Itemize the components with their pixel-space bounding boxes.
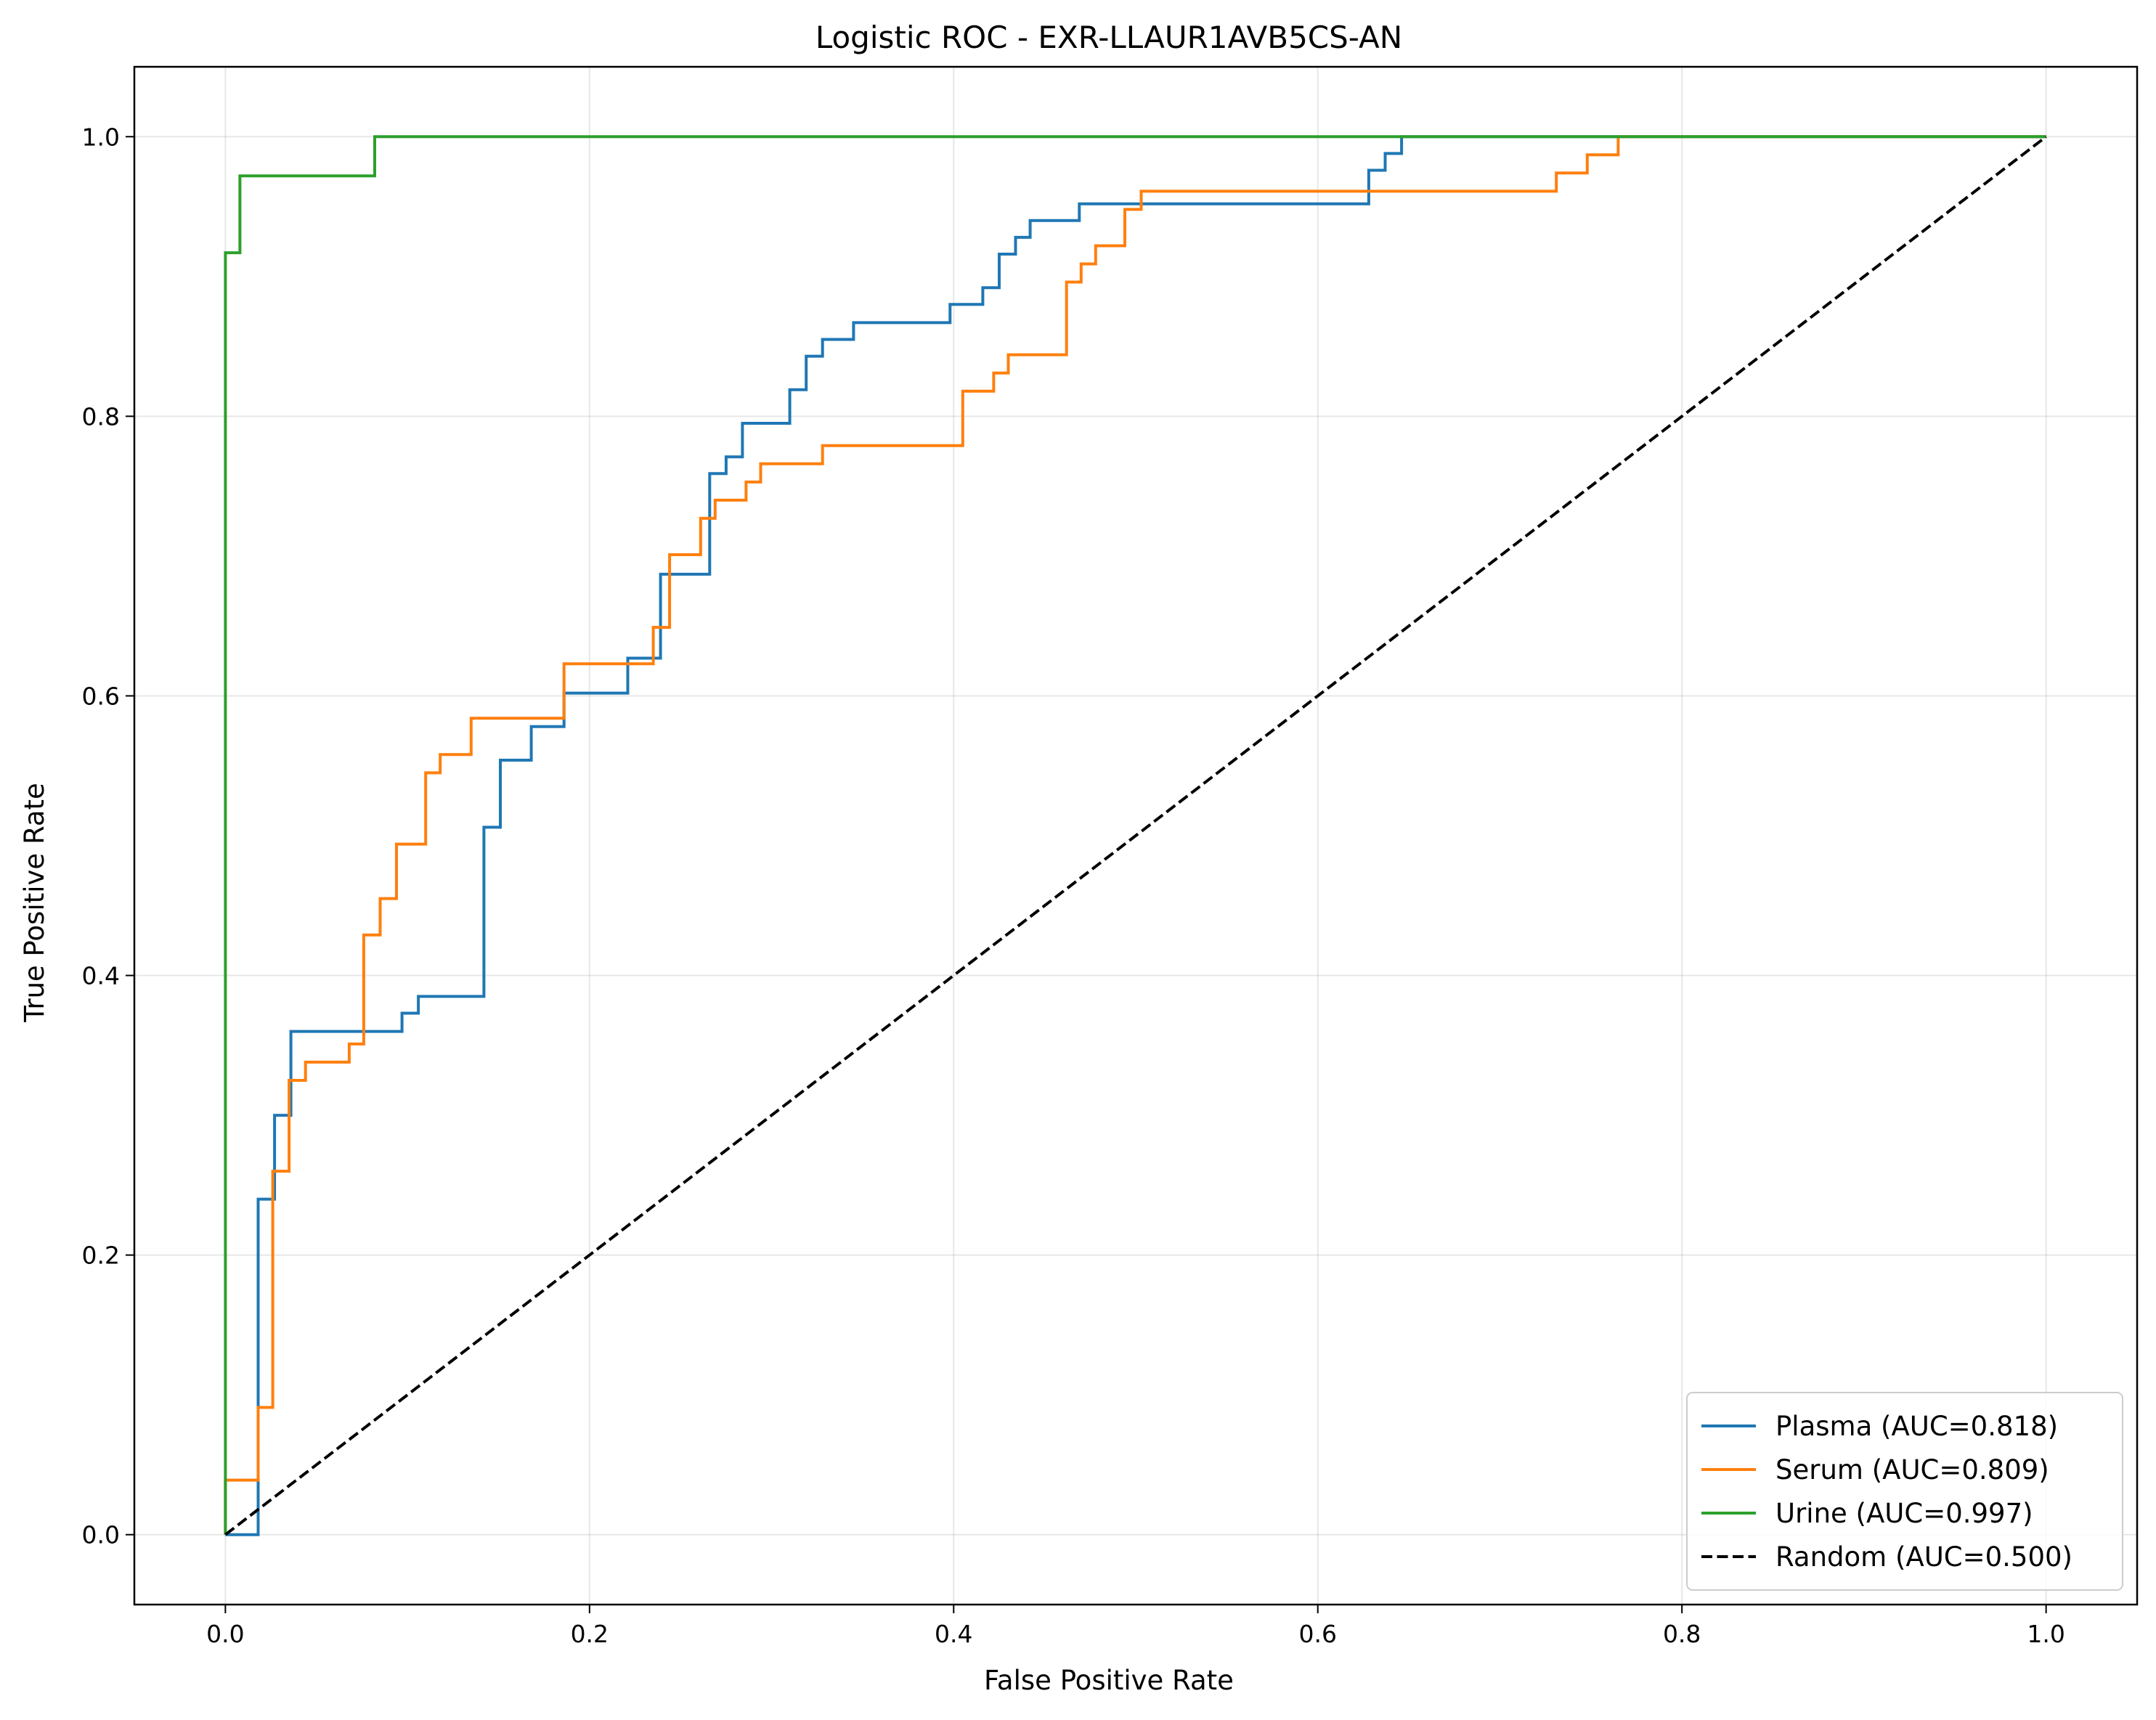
x-tick-label: 0.6: [1298, 1620, 1336, 1648]
y-tick-label: 0.4: [82, 962, 120, 990]
grid: [134, 67, 2137, 1605]
x-tick-label: 0.4: [935, 1620, 972, 1648]
legend: Plasma (AUC=0.818) Serum (AUC=0.809) Urine…: [1686, 1392, 2123, 1591]
ticks: 0.0 0.2 0.4 0.6 0.8 1.0 0.0 0.2 0.4 0.6 0.8 1.0: [82, 123, 2065, 1648]
legend-label: Serum (AUC=0.809): [1775, 1454, 2049, 1485]
legend-label: Random (AUC=0.500): [1775, 1541, 2072, 1573]
series-line-plasma: [225, 135, 2046, 1536]
legend-box: [1686, 1392, 2123, 1591]
plot-frame: [133, 65, 2139, 1606]
series-line-random: [224, 135, 2047, 1536]
x-tick-label: 1.0: [2027, 1620, 2065, 1648]
y-tick-label: 1.0: [82, 123, 120, 151]
y-tick-label: 0.8: [82, 402, 120, 431]
chart-title: Logistic ROC - EXR-LLAUR1AVB5CS-AN: [815, 20, 1402, 55]
legend-label: Urine (AUC=0.997): [1775, 1498, 2033, 1529]
series-line-urine: [224, 135, 2046, 1535]
legend-label: Plasma (AUC=0.818): [1775, 1411, 2058, 1442]
x-tick-label: 0.0: [206, 1620, 244, 1648]
series-line-serum: [224, 135, 2046, 1535]
y-tick-label: 0.2: [82, 1242, 120, 1270]
y-axis-label: True Positive Rate: [19, 783, 50, 1023]
x-axis-label: False Positive Rate: [984, 1665, 1234, 1696]
x-tick-label: 0.2: [571, 1620, 609, 1648]
y-tick-label: 0.6: [82, 682, 120, 710]
y-tick-label: 0.0: [82, 1521, 120, 1549]
series-layer: [224, 135, 2047, 1536]
x-tick-label: 0.8: [1663, 1620, 1701, 1648]
